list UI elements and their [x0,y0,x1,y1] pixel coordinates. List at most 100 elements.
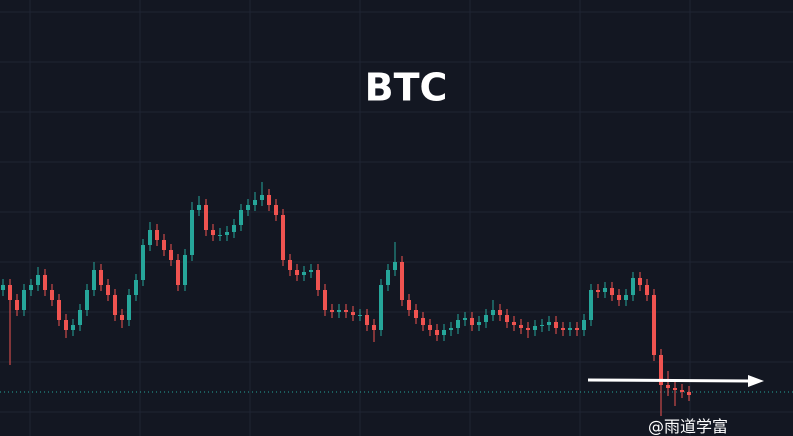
candle-body [624,295,628,300]
candle-body [92,270,96,290]
candle-body [218,235,222,236]
candle-body [477,322,481,325]
candle-body [288,260,292,270]
candle-body [15,300,19,310]
candle-body [435,330,439,335]
candle-body [540,325,544,326]
candle-body [561,328,565,330]
candle-body [393,262,397,270]
candle-body [169,250,173,260]
candle-body [239,210,243,225]
candle-body [323,290,327,310]
candle-body [351,312,355,315]
candle-body [190,210,194,255]
candle-body [302,272,306,275]
candle-body [204,205,208,230]
candle-body [386,270,390,285]
candle-body [127,295,131,320]
candle-body [8,285,12,300]
candle-body [99,270,103,285]
candle-body [253,200,257,205]
candle-body [421,318,425,325]
candle-body [680,390,684,392]
candle-body [148,230,152,245]
candle-body [610,288,614,295]
candle-body [267,195,271,205]
candle-body [372,325,376,330]
candle-body [197,205,201,210]
candle-body [274,205,278,215]
candle-body [659,355,663,385]
candle-body [260,195,264,200]
candle-body [113,295,117,315]
candle-body [456,320,460,328]
candle-body [232,225,236,232]
candle-body [344,310,348,312]
candle-body [246,205,250,210]
candle-body [358,315,362,316]
candle-body [1,285,5,290]
candle-body [176,260,180,285]
candle-body [337,310,341,312]
candle-body [22,290,26,310]
candle-body [57,300,61,320]
candle-body [533,326,537,330]
candle-body [316,270,320,290]
candle-body [631,278,635,295]
watermark: @雨道学富 [648,417,728,436]
candle-body [225,232,229,235]
candle-body [211,230,215,235]
candle-body [43,275,47,290]
candle-body [120,315,124,320]
candle-body [498,310,502,315]
candle-body [36,275,40,285]
candle-body [673,388,677,390]
chart-title: BTC [365,66,448,110]
candle-body [666,385,670,388]
candle-body [379,285,383,330]
candle-body [575,328,579,330]
candle-body [463,318,467,320]
candle-body [50,290,54,300]
candle-body [71,325,75,330]
candle-body [281,215,285,260]
candle-body [484,315,488,322]
candle-body [106,285,110,295]
candle-body [596,290,600,292]
candle-body [141,245,145,280]
candle-body [449,328,453,330]
candle-body [85,290,89,310]
candle-body [491,310,495,315]
candle-body [519,325,523,328]
candle-body [309,270,313,272]
candle-body [652,295,656,355]
candle-body [470,318,474,325]
candle-body [78,310,82,325]
candle-body [155,230,159,240]
candle-body [645,285,649,295]
candle-body [330,310,334,312]
candle-body [64,320,68,330]
candle-body [407,300,411,310]
arrow-annotation [587,375,764,387]
candle-body [589,290,593,320]
candle-body [687,392,691,395]
candle-body [547,322,551,325]
candle-body [134,280,138,295]
candle-body [603,288,607,292]
candle-body [638,278,642,285]
candle-body [568,328,572,330]
candle-body [365,315,369,325]
candle-body [617,295,621,300]
candle-body [29,285,33,290]
candle-body [554,322,558,328]
candles [1,182,691,416]
candle-body [400,262,404,300]
candle-body [414,310,418,318]
candle-body [526,328,530,330]
candle-body [428,325,432,330]
candle-body [505,315,509,322]
candle-body [183,255,187,285]
candle-body [582,320,586,330]
